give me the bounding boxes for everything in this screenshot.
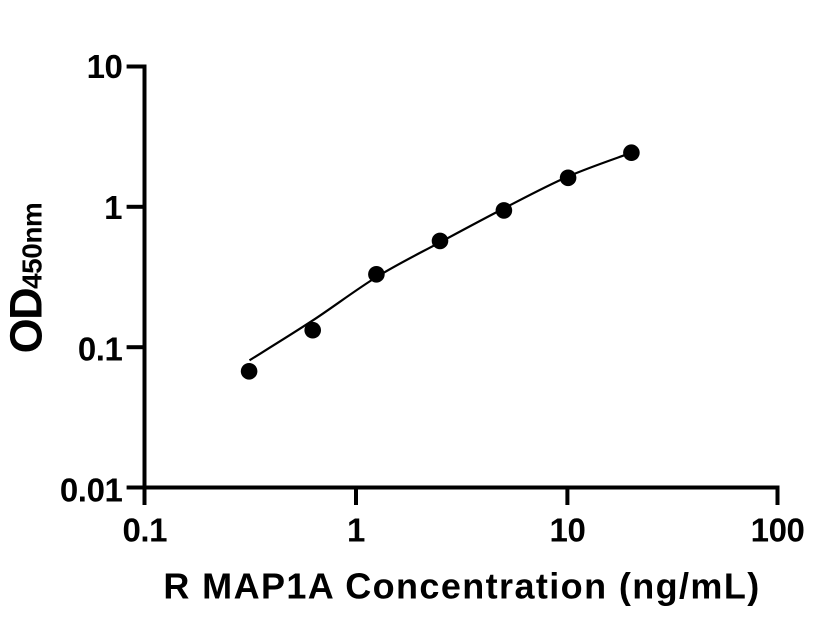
svg-text:0.01: 0.01 <box>60 471 123 508</box>
svg-text:R MAP1A Concentration (ng/mL): R MAP1A Concentration (ng/mL) <box>163 566 760 607</box>
svg-text:10: 10 <box>87 48 123 85</box>
svg-text:0.1: 0.1 <box>78 330 123 367</box>
svg-text:0.1: 0.1 <box>122 512 167 549</box>
svg-text:10: 10 <box>550 512 586 549</box>
svg-text:1: 1 <box>347 512 365 549</box>
svg-text:100: 100 <box>751 512 805 549</box>
svg-text:1: 1 <box>104 189 122 226</box>
